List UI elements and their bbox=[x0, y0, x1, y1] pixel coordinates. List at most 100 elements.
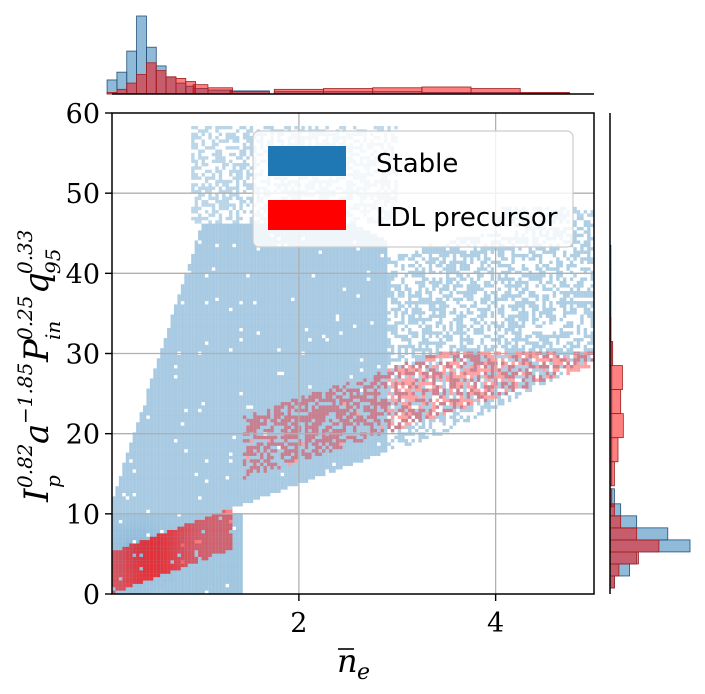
heatmap-cell-stable bbox=[118, 479, 123, 483]
heatmap-cell-stable bbox=[232, 375, 236, 379]
heatmap-cell-stable bbox=[215, 489, 219, 493]
heatmap-cell-ldl-precursor bbox=[201, 519, 205, 524]
heatmap-cell-stable bbox=[260, 311, 264, 315]
heatmap-cell-stable bbox=[139, 506, 143, 510]
heatmap-cell-stable bbox=[211, 331, 216, 335]
heatmap-cell-stable bbox=[191, 146, 195, 150]
heatmap-cell-stable bbox=[187, 398, 192, 403]
heatmap-cell-stable bbox=[211, 226, 216, 231]
heatmap-cell-stable bbox=[256, 297, 260, 302]
heatmap-cell-stable bbox=[232, 381, 236, 386]
heatmap-cell-stable bbox=[163, 459, 168, 463]
heatmap-cell-stable bbox=[273, 270, 278, 275]
heatmap-cell-stable bbox=[191, 156, 195, 160]
heatmap-cell-stable bbox=[201, 253, 205, 258]
heatmap-cell-stable bbox=[211, 587, 216, 591]
heatmap-cell-stable bbox=[194, 499, 199, 504]
heatmap-cell-stable bbox=[246, 361, 250, 366]
heatmap-cell-ldl-precursor bbox=[173, 543, 178, 547]
heatmap-cell-stable bbox=[218, 499, 223, 504]
heatmap-cell-stable bbox=[139, 536, 143, 541]
heatmap-cell-stable bbox=[246, 422, 250, 426]
heatmap-cell-stable bbox=[139, 529, 143, 534]
heatmap-cell-stable bbox=[163, 482, 168, 487]
heatmap-cell-ldl-precursor bbox=[125, 556, 130, 561]
heatmap-cell-stable bbox=[232, 469, 236, 473]
heatmap-cell-stable bbox=[194, 270, 199, 275]
heatmap-cell-stable bbox=[266, 455, 271, 460]
heatmap-cell-stable bbox=[204, 321, 209, 325]
heatmap-cell-stable bbox=[280, 439, 285, 443]
heatmap-cell-ldl-precursor bbox=[139, 573, 143, 578]
heatmap-cell-ldl-precursor bbox=[139, 563, 143, 568]
heatmap-cell-stable bbox=[242, 270, 247, 275]
heatmap-cell-stable bbox=[211, 381, 216, 386]
heatmap-cell-stable bbox=[187, 375, 192, 379]
heatmap-cell-stable bbox=[191, 173, 195, 177]
heatmap-cell-stable bbox=[229, 385, 233, 389]
heatmap-cell-stable bbox=[242, 317, 247, 322]
heatmap-cell-ldl-precursor bbox=[156, 540, 161, 544]
heatmap-cell-ldl-precursor bbox=[273, 422, 278, 426]
heatmap-cell-stable bbox=[218, 159, 223, 164]
heatmap-cell-stable bbox=[260, 405, 264, 409]
heatmap-cell-stable bbox=[253, 486, 257, 490]
heatmap-cell-stable bbox=[260, 294, 264, 298]
heatmap-cell-stable bbox=[222, 277, 226, 281]
heatmap-cell-ldl-precursor bbox=[270, 435, 274, 440]
heatmap-cell-stable bbox=[263, 391, 267, 396]
heatmap-cell-stable bbox=[198, 590, 202, 594]
heatmap-cell-stable bbox=[204, 240, 209, 244]
heatmap-cell-ldl-precursor bbox=[167, 567, 171, 571]
heatmap-cell-stable bbox=[270, 381, 274, 386]
heatmap-cell-stable bbox=[167, 519, 171, 524]
heatmap-cell-stable bbox=[270, 270, 274, 275]
heatmap-cell-stable bbox=[201, 442, 205, 446]
heatmap-cell-stable bbox=[160, 365, 164, 369]
heatmap-cell-stable bbox=[229, 321, 233, 325]
heatmap-cell-stable bbox=[204, 290, 209, 295]
heatmap-cell-stable bbox=[187, 287, 192, 291]
heatmap-cell-stable bbox=[191, 445, 195, 450]
heatmap-cell-stable bbox=[215, 257, 219, 261]
heatmap-cell-stable bbox=[225, 550, 230, 554]
heatmap-cell-stable bbox=[225, 445, 230, 450]
heatmap-cell-stable bbox=[256, 368, 260, 372]
heatmap-cell-stable bbox=[146, 425, 150, 430]
heatmap-cell-stable bbox=[149, 455, 154, 460]
heatmap-cell-stable bbox=[198, 354, 202, 359]
heatmap-cell-stable bbox=[201, 395, 205, 399]
heatmap-cell-stable bbox=[222, 486, 226, 490]
heatmap-cell-stable bbox=[218, 280, 223, 285]
heatmap-cell-stable bbox=[263, 341, 267, 345]
heatmap-cell-ldl-precursor bbox=[198, 533, 202, 537]
heatmap-cell-stable bbox=[215, 156, 219, 160]
heatmap-cell-stable bbox=[112, 516, 116, 520]
heatmap-cell-stable bbox=[260, 304, 264, 308]
heatmap-cell-stable bbox=[222, 556, 226, 561]
heatmap-cell-stable bbox=[208, 408, 212, 413]
heatmap-cell-stable bbox=[139, 476, 143, 480]
heatmap-cell-stable bbox=[125, 492, 130, 497]
heatmap-cell-stable bbox=[225, 240, 230, 244]
heatmap-cell-stable bbox=[184, 277, 188, 281]
heatmap-cell-stable bbox=[204, 476, 209, 480]
heatmap-cell-stable bbox=[163, 358, 168, 362]
heatmap-cell-stable bbox=[222, 226, 226, 231]
heatmap-cell-stable bbox=[198, 385, 202, 389]
heatmap-cell-stable bbox=[266, 428, 271, 433]
heatmap-cell-stable bbox=[132, 516, 137, 520]
heatmap-cell-ldl-precursor bbox=[266, 445, 271, 450]
heatmap-cell-stable bbox=[153, 492, 157, 497]
heatmap-cell-stable bbox=[139, 469, 143, 473]
heatmap-cell-ldl-precursor bbox=[115, 570, 119, 574]
heatmap-cell-stable bbox=[167, 385, 171, 389]
heatmap-cell-stable bbox=[198, 466, 202, 470]
heatmap-cell-stable bbox=[146, 405, 150, 409]
heatmap-cell-stable bbox=[201, 149, 205, 153]
heatmap-cell-stable bbox=[270, 476, 274, 480]
heatmap-cell-stable bbox=[229, 553, 233, 557]
heatmap-cell-stable bbox=[225, 311, 230, 315]
heatmap-cell-stable bbox=[177, 294, 181, 298]
heatmap-cell-stable bbox=[187, 442, 192, 446]
